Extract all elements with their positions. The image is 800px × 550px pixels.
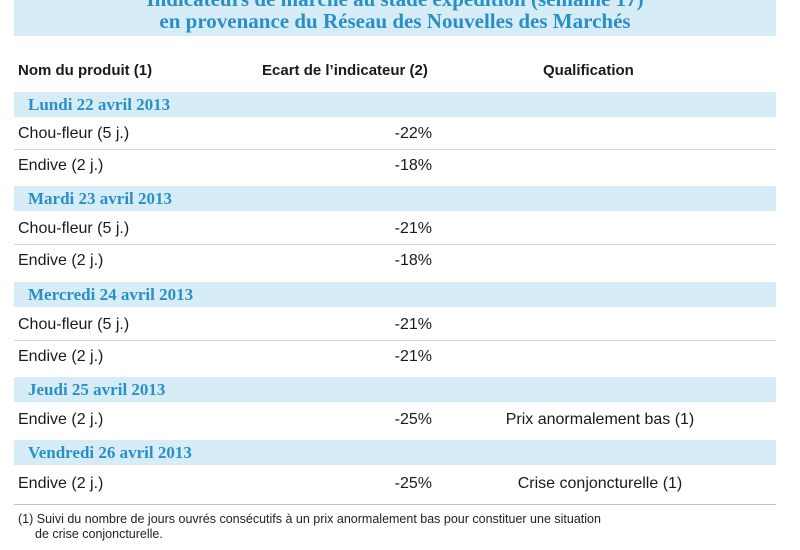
table-row: Chou-fleur (5 j.) -21% — [0, 310, 800, 340]
date-band-tuesday: Mardi 23 avril 2013 — [14, 186, 776, 211]
table-row: Endive (2 j.) -25% Prix anormalement bas… — [0, 405, 800, 435]
table-row: Endive (2 j.) -18% — [0, 246, 800, 276]
date-label: Jeudi 25 avril 2013 — [28, 380, 166, 399]
indicator-value: -21% — [394, 220, 432, 237]
title-line-2: en provenance du Réseau des Nouvelles de… — [159, 9, 631, 33]
table-row: Endive (2 j.) -21% — [0, 342, 800, 372]
table-row: Endive (2 j.) -25% Crise conjoncturelle … — [0, 469, 800, 499]
date-label: Mercredi 24 avril 2013 — [28, 285, 194, 304]
row-divider — [14, 340, 776, 341]
indicator-value: -25% — [394, 411, 432, 428]
date-band-wednesday: Mercredi 24 avril 2013 — [14, 282, 776, 307]
indicator-value: -18% — [394, 157, 432, 174]
indicator-value: -21% — [394, 348, 432, 365]
column-header-product: Nom du produit (1) — [18, 62, 153, 79]
table-bottom-rule — [14, 504, 776, 505]
date-band-friday: Vendredi 26 avril 2013 — [14, 440, 776, 465]
column-header-qualification: Qualification — [543, 62, 634, 79]
table-row: Chou-fleur (5 j.) -22% — [0, 119, 800, 149]
indicator-value: -18% — [394, 252, 432, 269]
footnote-1: (1) Suivi du nombre de jours ouvrés cons… — [18, 512, 778, 542]
title-banner: Indicateurs de marché au stade expéditio… — [14, 0, 776, 36]
product-name: Chou-fleur (5 j.) — [18, 316, 130, 333]
date-label: Vendredi 26 avril 2013 — [28, 443, 192, 462]
qualification-value: Crise conjoncturelle (1) — [517, 475, 683, 492]
product-name: Endive (2 j.) — [18, 157, 104, 174]
date-band-thursday: Jeudi 25 avril 2013 — [14, 377, 776, 402]
table-row: Endive (2 j.) -18% — [0, 151, 800, 181]
product-name: Endive (2 j.) — [18, 252, 104, 269]
column-header-indicator: Ecart de l’indicateur (2) — [262, 62, 428, 79]
footnote-1-line-1: (1) Suivi du nombre de jours ouvrés cons… — [18, 512, 601, 526]
product-name: Chou-fleur (5 j.) — [18, 125, 130, 142]
indicator-value: -22% — [394, 125, 432, 142]
footnote-1-line-2: de crise conjoncturelle. — [35, 527, 163, 541]
column-headers: Nom du produit (1) Ecart de l’indicateur… — [0, 62, 800, 86]
product-name: Endive (2 j.) — [18, 475, 104, 492]
date-label: Mardi 23 avril 2013 — [28, 189, 173, 208]
table-row: Chou-fleur (5 j.) -21% — [0, 214, 800, 244]
product-name: Chou-fleur (5 j.) — [18, 220, 130, 237]
product-name: Endive (2 j.) — [18, 411, 104, 428]
row-divider — [14, 149, 776, 150]
date-band-monday: Lundi 22 avril 2013 — [14, 92, 776, 117]
date-label: Lundi 22 avril 2013 — [28, 95, 171, 114]
indicator-value: -25% — [394, 475, 432, 492]
qualification-value: Prix anormalement bas (1) — [505, 411, 695, 428]
indicator-value: -21% — [394, 316, 432, 333]
row-divider — [14, 244, 776, 245]
product-name: Endive (2 j.) — [18, 348, 104, 365]
title-line-1: Indicateurs de marché au stade expéditio… — [14, 0, 776, 11]
